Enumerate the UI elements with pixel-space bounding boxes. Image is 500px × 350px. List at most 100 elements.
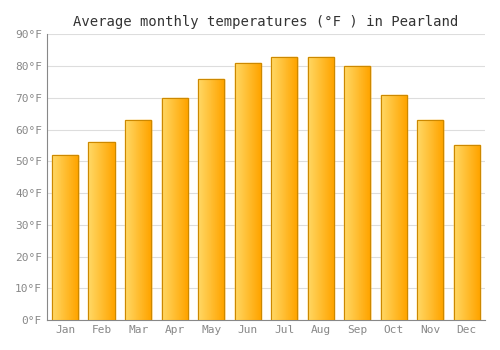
- Bar: [239, 63, 240, 320]
- Bar: [426, 120, 427, 320]
- Bar: [430, 120, 431, 320]
- Bar: [215, 79, 216, 320]
- Bar: [330, 57, 331, 320]
- Bar: [238, 63, 239, 320]
- Bar: [257, 63, 258, 320]
- Bar: [460, 146, 461, 320]
- Bar: [170, 98, 172, 320]
- Bar: [291, 57, 292, 320]
- Bar: [382, 94, 383, 320]
- Bar: [234, 63, 235, 320]
- Bar: [355, 66, 356, 320]
- Bar: [125, 120, 126, 320]
- Bar: [431, 120, 432, 320]
- Bar: [69, 155, 70, 320]
- Bar: [277, 57, 278, 320]
- Bar: [130, 120, 131, 320]
- Bar: [437, 120, 438, 320]
- Bar: [164, 98, 165, 320]
- Bar: [93, 142, 94, 320]
- Bar: [172, 98, 174, 320]
- Bar: [454, 146, 480, 320]
- Bar: [106, 142, 107, 320]
- Bar: [54, 155, 56, 320]
- Bar: [322, 57, 324, 320]
- Bar: [205, 79, 206, 320]
- Bar: [150, 120, 152, 320]
- Bar: [59, 155, 60, 320]
- Bar: [242, 63, 243, 320]
- Bar: [178, 98, 180, 320]
- Bar: [185, 98, 186, 320]
- Bar: [182, 98, 183, 320]
- Bar: [186, 98, 187, 320]
- Bar: [394, 94, 395, 320]
- Bar: [333, 57, 334, 320]
- Bar: [474, 146, 476, 320]
- Bar: [62, 155, 63, 320]
- Bar: [344, 66, 346, 320]
- Bar: [435, 120, 436, 320]
- Bar: [363, 66, 364, 320]
- Bar: [140, 120, 141, 320]
- Bar: [259, 63, 260, 320]
- Bar: [472, 146, 474, 320]
- Bar: [88, 142, 115, 320]
- Bar: [369, 66, 370, 320]
- Bar: [365, 66, 366, 320]
- Bar: [133, 120, 134, 320]
- Bar: [248, 63, 249, 320]
- Bar: [113, 142, 114, 320]
- Bar: [380, 94, 407, 320]
- Bar: [289, 57, 290, 320]
- Bar: [90, 142, 91, 320]
- Bar: [95, 142, 96, 320]
- Bar: [74, 155, 75, 320]
- Bar: [440, 120, 442, 320]
- Bar: [208, 79, 209, 320]
- Bar: [241, 63, 242, 320]
- Bar: [275, 57, 276, 320]
- Bar: [236, 63, 237, 320]
- Bar: [98, 142, 99, 320]
- Bar: [142, 120, 144, 320]
- Bar: [432, 120, 433, 320]
- Bar: [212, 79, 213, 320]
- Bar: [308, 57, 334, 320]
- Bar: [216, 79, 217, 320]
- Bar: [187, 98, 188, 320]
- Bar: [318, 57, 320, 320]
- Bar: [346, 66, 348, 320]
- Bar: [326, 57, 328, 320]
- Bar: [458, 146, 459, 320]
- Bar: [72, 155, 73, 320]
- Bar: [88, 142, 89, 320]
- Bar: [279, 57, 280, 320]
- Bar: [311, 57, 312, 320]
- Bar: [57, 155, 58, 320]
- Bar: [71, 155, 72, 320]
- Bar: [271, 57, 297, 320]
- Bar: [280, 57, 281, 320]
- Bar: [424, 120, 425, 320]
- Bar: [387, 94, 388, 320]
- Bar: [138, 120, 139, 320]
- Bar: [396, 94, 397, 320]
- Bar: [400, 94, 401, 320]
- Bar: [455, 146, 456, 320]
- Bar: [290, 57, 291, 320]
- Bar: [176, 98, 178, 320]
- Bar: [235, 63, 236, 320]
- Bar: [89, 142, 90, 320]
- Bar: [99, 142, 100, 320]
- Bar: [100, 142, 101, 320]
- Bar: [128, 120, 129, 320]
- Bar: [101, 142, 102, 320]
- Bar: [420, 120, 421, 320]
- Bar: [218, 79, 219, 320]
- Bar: [75, 155, 76, 320]
- Bar: [58, 155, 59, 320]
- Bar: [132, 120, 133, 320]
- Bar: [91, 142, 92, 320]
- Bar: [148, 120, 150, 320]
